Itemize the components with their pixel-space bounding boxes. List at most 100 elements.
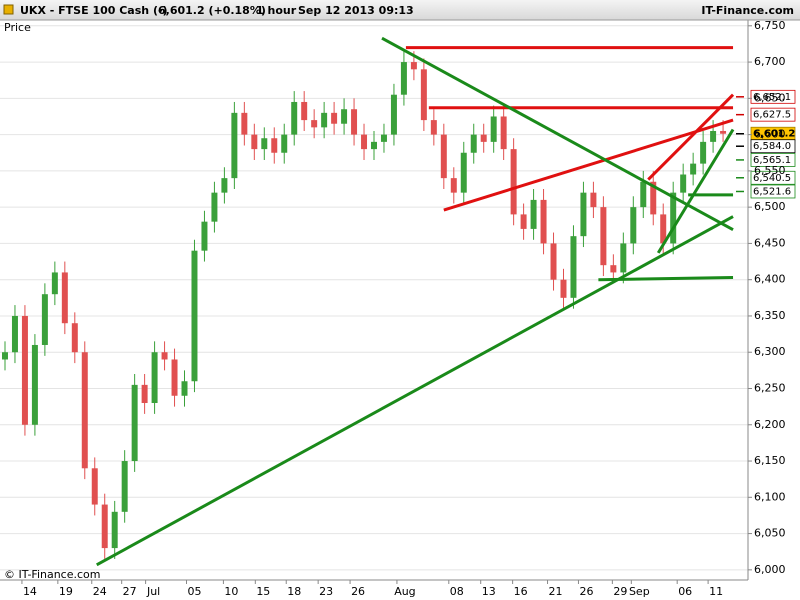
candle-body xyxy=(31,344,38,425)
brand: IT-Finance.com xyxy=(701,4,794,17)
x-tick-label: 16 xyxy=(514,585,528,598)
y-tick-label: 6,200 xyxy=(754,418,786,431)
x-tick-label: 06 xyxy=(678,585,692,598)
trendline xyxy=(656,128,735,254)
x-tick-label: 26 xyxy=(579,585,593,598)
candle-body xyxy=(690,163,697,175)
candle-body xyxy=(341,109,348,124)
y-tick-label: 6,600 xyxy=(754,128,786,141)
candle-body xyxy=(580,192,587,237)
candle-body xyxy=(231,112,238,179)
x-tick-label: Aug xyxy=(394,585,415,598)
candle-body xyxy=(390,94,397,135)
price-tag: 6,521.6 xyxy=(753,186,791,197)
candle-body xyxy=(41,294,48,345)
candle-body xyxy=(281,134,288,153)
trendline xyxy=(647,93,735,181)
y-tick-label: 6,050 xyxy=(754,527,786,540)
x-tick-label: 26 xyxy=(351,585,365,598)
timestamp: Sep 12 2013 09:13 xyxy=(298,4,414,17)
x-tick-label: 18 xyxy=(287,585,301,598)
candle-body xyxy=(71,323,78,353)
candle-body xyxy=(21,315,28,425)
candle-body xyxy=(1,352,8,360)
price-tag: 6,540.5 xyxy=(753,173,791,184)
collapse-icon[interactable] xyxy=(3,4,14,15)
y-tick-label: 6,250 xyxy=(754,381,786,394)
candle-body xyxy=(81,352,88,469)
candle-body xyxy=(560,279,567,298)
price-tag-box xyxy=(750,139,796,154)
candle-body xyxy=(660,214,667,244)
interval: 1 hour xyxy=(256,4,297,17)
y-tick-label: 6,750 xyxy=(754,19,786,32)
y-tick-label: 6,400 xyxy=(754,273,786,286)
candle-body xyxy=(430,120,437,135)
candle-body xyxy=(371,141,377,150)
y-tick-label: 6,450 xyxy=(754,236,786,249)
candle-body xyxy=(291,101,298,135)
quote: 6,601.2 (+0.18%) xyxy=(158,4,266,17)
candle-body xyxy=(171,359,178,396)
x-tick-label: 23 xyxy=(319,585,333,598)
candle-body xyxy=(420,69,427,121)
candle-body xyxy=(460,152,467,193)
candle-body xyxy=(400,62,407,95)
x-tick-label: 19 xyxy=(59,585,73,598)
price-tag-box xyxy=(750,89,796,104)
candle-body xyxy=(271,138,278,153)
candle-body xyxy=(720,130,727,134)
x-tick-label: 10 xyxy=(224,585,238,598)
x-tick-label: Jul xyxy=(146,585,160,598)
price-tag-box xyxy=(750,153,796,167)
candle-body xyxy=(51,272,58,295)
x-tick-label: 11 xyxy=(709,585,723,598)
candle-body xyxy=(410,62,417,70)
candle-body xyxy=(670,192,677,244)
candle-body xyxy=(440,134,447,179)
y-axis-title: Price xyxy=(4,21,31,34)
candle-body xyxy=(530,199,537,229)
x-tick-label: 08 xyxy=(450,585,464,598)
candle-body xyxy=(91,468,98,505)
y-tick-label: 6,350 xyxy=(754,309,786,322)
candle-body xyxy=(251,134,258,150)
candle-body xyxy=(620,243,627,273)
candle-body xyxy=(600,207,607,266)
candle-body xyxy=(650,181,657,215)
candle-body xyxy=(161,352,168,360)
y-tick-label: 6,100 xyxy=(754,490,786,503)
candles xyxy=(1,51,727,559)
price-tag-box xyxy=(750,107,796,122)
candle-body xyxy=(301,101,308,121)
trendlines xyxy=(96,36,735,567)
y-tick-label: 6,500 xyxy=(754,200,786,213)
x-tick-label: 29 xyxy=(613,585,627,598)
candle-body xyxy=(640,181,647,208)
candle-body xyxy=(321,112,328,128)
price-tags: 6,652.1 6,627.5 6,601.26,584.0 6,565.1 6,540… xyxy=(736,89,796,199)
x-tick-label: 15 xyxy=(256,585,270,598)
candle-body xyxy=(111,511,118,549)
price-tag: 6,601.2 xyxy=(753,129,795,140)
candle-body xyxy=(311,120,318,128)
candle-body xyxy=(351,109,358,135)
candle-body xyxy=(141,384,148,404)
candle-body xyxy=(181,381,188,396)
candle-body xyxy=(450,178,457,193)
y-tick-label: 6,150 xyxy=(754,454,786,467)
candle-body xyxy=(121,461,128,512)
candle-body xyxy=(380,134,387,142)
candle-body xyxy=(500,116,507,150)
candle-body xyxy=(540,199,547,244)
price-tag: 6,584.0 xyxy=(753,141,791,152)
candle-body xyxy=(680,174,687,193)
copyright: © IT-Finance.com xyxy=(4,568,101,581)
candle-body xyxy=(211,192,218,222)
candle-body xyxy=(221,178,228,193)
y-tick-label: 6,550 xyxy=(754,164,786,177)
x-tick-label: 24 xyxy=(93,585,107,598)
trendline xyxy=(96,215,734,567)
y-tick-label: 6,000 xyxy=(754,563,786,576)
